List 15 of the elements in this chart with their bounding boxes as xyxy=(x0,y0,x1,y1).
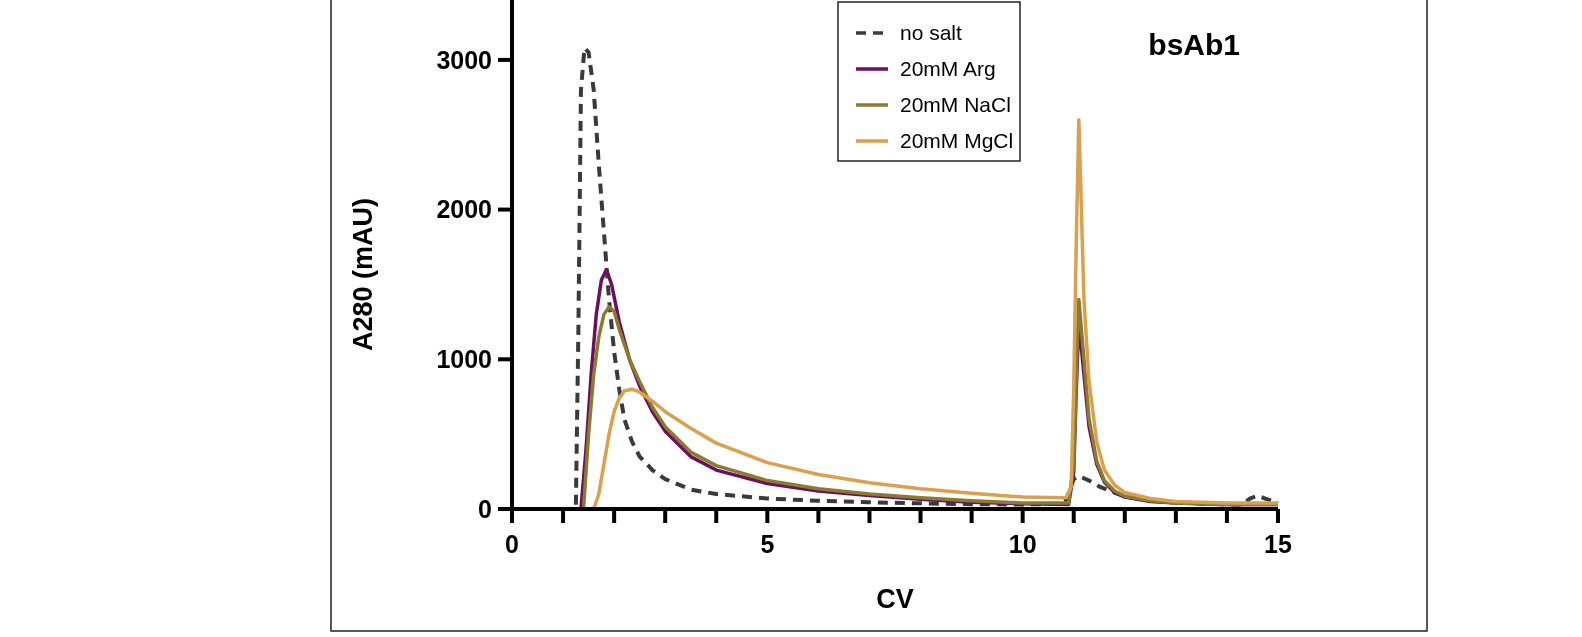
x-tick-label: 10 xyxy=(1008,530,1037,558)
y-axis-title: A280 (mAU) xyxy=(348,197,378,352)
x-tick-label: 5 xyxy=(760,530,775,558)
y-tick-label: 0 xyxy=(478,494,492,523)
x-tick-label: 15 xyxy=(1264,530,1292,558)
y-tick-label: 1000 xyxy=(436,345,492,374)
x-tick-label: 0 xyxy=(505,530,519,558)
legend-label: 20mM MgCl xyxy=(900,129,1014,153)
annotation: bsAb1 xyxy=(1148,28,1240,61)
y-tick-label: 2000 xyxy=(436,195,492,224)
legend-label: 20mM NaCl xyxy=(900,93,1011,117)
legend-label: no salt xyxy=(900,21,963,45)
x-axis-title: CV xyxy=(876,584,914,614)
y-tick-label: 3000 xyxy=(436,45,492,74)
legend-label: 20mM Arg xyxy=(900,57,996,81)
